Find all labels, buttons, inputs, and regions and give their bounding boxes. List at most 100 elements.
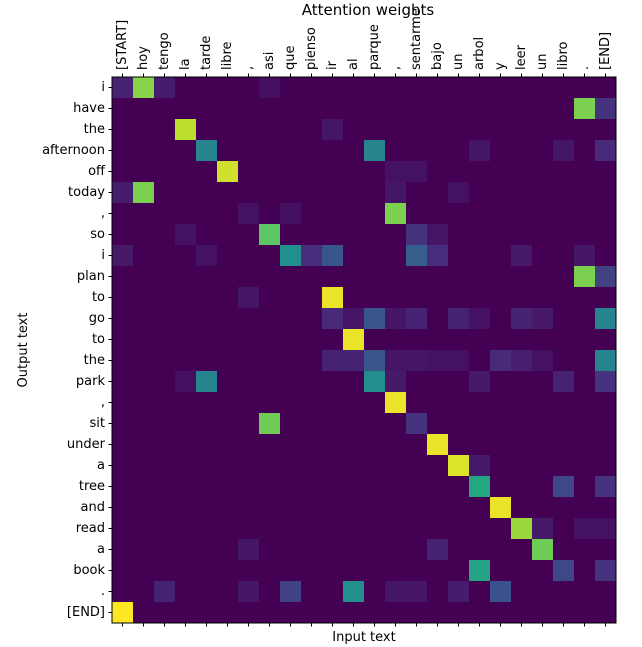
heatmap-cell: [280, 245, 301, 266]
input-token-label: un: [535, 54, 550, 70]
output-token-label: today: [68, 185, 105, 200]
input-token-label: [END]: [598, 32, 613, 70]
heatmap-cell: [322, 308, 343, 329]
heatmap-cell: [406, 413, 427, 434]
heatmap-cell: [511, 308, 532, 329]
heatmap-cell: [385, 161, 406, 182]
heatmap-cell: [448, 308, 469, 329]
heatmap-cell: [364, 140, 385, 161]
heatmap-cell: [259, 224, 280, 245]
heatmap-cell: [448, 455, 469, 476]
heatmap-cell: [532, 518, 553, 539]
heatmap-cell: [112, 182, 133, 203]
input-token-labels: [START] hoy tengo la tarde libre, asi que pienso…: [115, 8, 613, 70]
heatmap-cell: [217, 161, 238, 182]
output-token-label: plan: [77, 269, 105, 284]
input-token-label: pienso: [304, 27, 319, 70]
input-token-label: [START]: [115, 20, 130, 70]
heatmap-cell: [280, 203, 301, 224]
heatmap-cell: [511, 350, 532, 371]
heatmap-cell: [343, 329, 364, 350]
input-token-label: sentarme: [409, 8, 424, 70]
heatmap-cell: [406, 224, 427, 245]
heatmap-cell: [574, 266, 595, 287]
heatmap-cell: [553, 140, 574, 161]
output-token-label: book: [73, 563, 105, 578]
heatmap-cell: [553, 371, 574, 392]
input-token-label: libre: [220, 41, 235, 70]
input-token-label: la: [178, 58, 193, 70]
heatmap-cell: [112, 245, 133, 266]
output-token-label: and: [81, 500, 105, 515]
input-token-label: libro: [556, 41, 571, 70]
heatmap-cell: [427, 245, 448, 266]
heatmap-cell: [427, 434, 448, 455]
output-token-label: have: [73, 101, 105, 116]
heatmap-cell: [595, 266, 616, 287]
heatmap-cell: [469, 140, 490, 161]
heatmap-cell: [175, 224, 196, 245]
heatmap-cell: [343, 581, 364, 602]
input-token-label: al: [346, 58, 361, 70]
heatmap-cell: [595, 140, 616, 161]
heatmap-cell: [469, 371, 490, 392]
heatmap-cell: [595, 98, 616, 119]
input-token-label: .: [577, 66, 592, 70]
heatmap-cell: [385, 203, 406, 224]
heatmap-cell: [385, 392, 406, 413]
input-token-label: ,: [388, 66, 403, 70]
output-token-label: i: [101, 248, 105, 263]
heatmap-cell: [469, 455, 490, 476]
input-token-label: hoy: [136, 46, 151, 70]
heatmap-cell: [595, 476, 616, 497]
heatmap-cell: [133, 77, 154, 98]
heatmap-cell: [385, 371, 406, 392]
heatmap-cell: [175, 371, 196, 392]
heatmap-cell: [385, 182, 406, 203]
heatmap-cell: [154, 581, 175, 602]
output-token-label: to: [92, 332, 105, 347]
heatmap-cell: [574, 245, 595, 266]
heatmap-cell: [532, 350, 553, 371]
heatmap-cell: [595, 308, 616, 329]
heatmap-cell: [490, 581, 511, 602]
heatmap-cell: [259, 413, 280, 434]
heatmap-cell: [469, 308, 490, 329]
heatmap-cell: [511, 245, 532, 266]
heatmap-cell: [385, 308, 406, 329]
heatmap-cell: [595, 518, 616, 539]
input-token-label: ir: [325, 60, 340, 70]
heatmap-cell: [448, 581, 469, 602]
output-token-label: a: [97, 458, 105, 473]
output-token-label: i: [101, 80, 105, 95]
heatmap-cell: [427, 350, 448, 371]
heatmap-cell: [238, 581, 259, 602]
heatmap-cell: [553, 560, 574, 581]
heatmap-cell: [175, 119, 196, 140]
output-token-label: [END]: [67, 605, 105, 620]
output-token-label: the: [84, 353, 105, 368]
output-token-label: to: [92, 290, 105, 305]
heatmap-cell: [406, 161, 427, 182]
heatmap-cell: [490, 497, 511, 518]
output-token-labels: i have the afternoon off today, so i plan to go to t…: [42, 80, 106, 620]
input-token-label: arbol: [472, 37, 487, 70]
heatmap-cell: [112, 77, 133, 98]
input-token-label: ,: [241, 66, 256, 70]
heatmap-cell: [238, 203, 259, 224]
output-token-label: a: [97, 542, 105, 557]
heatmap-cell: [301, 245, 322, 266]
heatmap-cell: [322, 287, 343, 308]
heatmap-cell: [427, 224, 448, 245]
heatmap-cell: [448, 350, 469, 371]
heatmap-cell: [385, 581, 406, 602]
heatmap-cell: [259, 77, 280, 98]
heatmap-cell: [532, 308, 553, 329]
output-token-label: off: [88, 164, 106, 179]
input-token-label: que: [283, 46, 298, 71]
heatmap-cell: [133, 182, 154, 203]
heatmap-cell: [343, 350, 364, 371]
x-axis-label: Input text: [332, 630, 395, 645]
y-axis-label: Output text: [16, 313, 31, 388]
